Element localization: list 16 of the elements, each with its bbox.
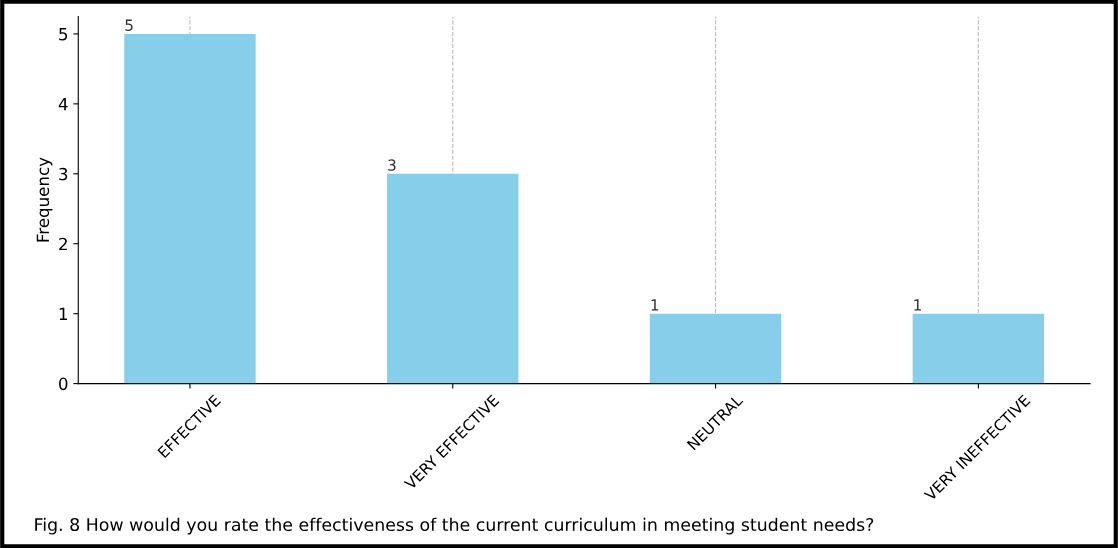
y-tick-label: 3 [59,167,68,181]
y-tick-label: 1 [59,307,67,320]
data-label: 3 [388,159,396,171]
data-label: 1 [651,299,659,311]
y-tick-label: 0 [59,377,68,391]
bar [387,173,519,384]
y-axis-title: Frequency [36,157,53,242]
caption: Fig. 8 How would you rate the effectiveness of the current curriculum in meeting student needs? [35,517,874,535]
data-label: 5 [125,19,133,31]
bar [649,313,782,384]
bar [124,33,256,384]
y-tick-label: 2 [59,237,67,251]
bar [912,313,1045,384]
y-tick-label: 4 [58,98,68,111]
y-tick-label: 5 [59,28,68,41]
data-label: 1 [914,299,921,311]
